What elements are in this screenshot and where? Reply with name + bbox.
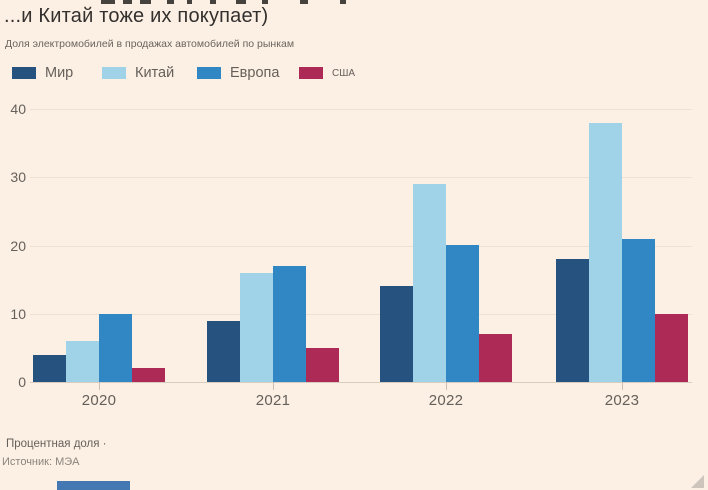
legend-swatch — [102, 67, 126, 79]
x-tick-label: 2022 — [428, 392, 464, 409]
cutoff-text-fragment — [140, 0, 151, 4]
legend-swatch — [12, 67, 36, 79]
legend-item-label: Европа — [230, 65, 280, 81]
cutoff-text-fragment — [167, 0, 174, 4]
bar-Китай-2020 — [66, 341, 99, 382]
chart-title: ...и Китай тоже их покупает) — [4, 5, 269, 27]
bottom-cutoff-element — [57, 481, 130, 490]
y-gridline — [30, 313, 692, 315]
bar-США-2023 — [655, 314, 688, 382]
cutoff-text-fragment — [262, 0, 268, 4]
cutoff-text-fragment — [236, 0, 246, 4]
cutoff-text-fragment — [101, 0, 115, 4]
resize-handle[interactable] — [691, 475, 704, 488]
cutoff-text-fragment — [123, 0, 132, 4]
x-tick-mark — [446, 382, 447, 390]
cutoff-text-fragment — [300, 0, 308, 4]
legend-swatch — [299, 67, 323, 79]
y-gridline — [30, 177, 692, 179]
bar-США-2020 — [132, 368, 165, 382]
cutoff-text-fragment — [340, 0, 346, 4]
bar-Китай-2021 — [240, 273, 273, 382]
chart-subtitle: Доля электромобилей в продажах автомобил… — [5, 38, 295, 50]
bar-Китай-2022 — [413, 184, 446, 382]
y-gridline — [30, 245, 692, 247]
bar-Мир-2022 — [380, 286, 413, 382]
footnote: Процентная доля · — [6, 438, 107, 450]
bar-Китай-2023 — [589, 123, 622, 382]
legend-item: США — [299, 64, 355, 82]
bar-Европа-2022 — [446, 245, 479, 382]
legend-item: Мир — [12, 64, 73, 82]
y-tick-label: 30 — [10, 169, 26, 186]
x-axis-line — [30, 382, 692, 383]
x-tick-mark — [622, 382, 623, 390]
bar-США-2022 — [479, 334, 512, 382]
legend-item: Китай — [102, 64, 174, 82]
y-gridline — [30, 109, 692, 110]
legend-item-label: США — [332, 67, 356, 79]
bar-Мир-2023 — [556, 259, 589, 382]
legend-item-label: Китай — [135, 65, 175, 81]
x-tick-mark — [273, 382, 274, 390]
legend-item: Европа — [197, 64, 279, 82]
legend-item-label: Мир — [45, 65, 74, 81]
legend-swatch — [197, 67, 221, 79]
y-tick-label: 10 — [10, 305, 26, 322]
source-line: Источник: МЭА — [2, 456, 80, 468]
y-tick-label: 0 — [18, 374, 26, 390]
cutoff-text-fragment — [210, 0, 216, 4]
y-tick-label: 20 — [10, 237, 26, 254]
x-tick-label: 2021 — [255, 392, 291, 409]
y-tick-label: 40 — [10, 101, 26, 117]
bar-США-2021 — [306, 348, 339, 382]
plot-area: 0 10 20 30 40 2020 2021 2022 2023 — [0, 100, 708, 420]
x-tick-label: 2020 — [81, 392, 117, 409]
bar-Европа-2023 — [622, 239, 655, 382]
bar-Европа-2021 — [273, 266, 306, 382]
legend: Мир Китай Европа США — [0, 64, 708, 84]
bar-Мир-2020 — [33, 355, 66, 382]
bar-Мир-2021 — [207, 321, 240, 382]
bar-Европа-2020 — [99, 314, 132, 382]
x-tick-label: 2023 — [604, 392, 640, 409]
cutoff-text-fragment — [187, 0, 192, 4]
x-tick-mark — [99, 382, 100, 390]
